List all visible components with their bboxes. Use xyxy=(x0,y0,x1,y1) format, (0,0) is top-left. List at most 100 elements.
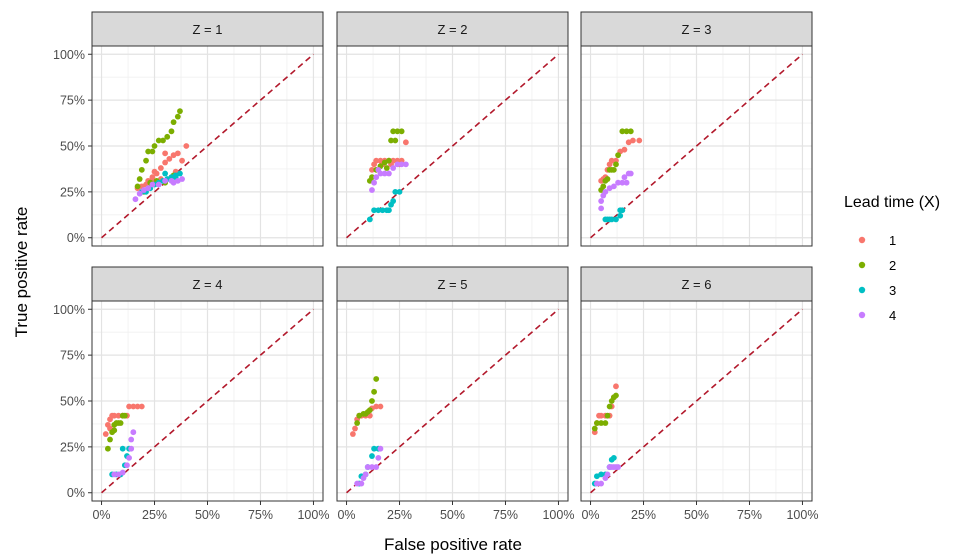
x-tick-label: 100% xyxy=(786,508,818,522)
facet-strip-label: Z = 1 xyxy=(193,22,223,37)
data-point-lead-4 xyxy=(145,185,152,192)
data-point-lead-2 xyxy=(623,128,630,135)
data-point-lead-2 xyxy=(117,420,124,426)
data-point-lead-2 xyxy=(613,161,619,168)
facet-strip xyxy=(580,266,813,302)
data-point-lead-2 xyxy=(593,420,600,426)
data-point-lead-4 xyxy=(373,174,380,181)
data-point-lead-4 xyxy=(358,480,365,487)
facet-panel: Z = 4 0% 25% 50% 75% 100% 0% 25% 50% 75% 100% xyxy=(53,266,329,522)
data-point-lead-3 xyxy=(392,188,399,195)
data-point-lead-1 xyxy=(377,403,384,410)
data-point-lead-2 xyxy=(111,427,118,434)
x-tick-label: 50% xyxy=(440,508,465,522)
facet-panel: Z = 6 0% 25% 50% 75% 100% xyxy=(580,266,818,522)
data-point-lead-2 xyxy=(369,398,375,404)
data-point-lead-4 xyxy=(124,462,130,469)
data-point-lead-4 xyxy=(130,429,137,436)
data-point-lead-1 xyxy=(630,137,636,144)
data-point-lead-1 xyxy=(157,165,164,171)
data-point-lead-2 xyxy=(107,436,113,443)
data-point-lead-4 xyxy=(390,165,397,171)
data-point-lead-2 xyxy=(170,119,177,126)
data-point-lead-2 xyxy=(388,137,394,144)
data-point-lead-2 xyxy=(619,128,626,135)
data-point-lead-1 xyxy=(373,157,380,164)
x-tick-label: 25% xyxy=(142,508,167,522)
data-point-lead-2 xyxy=(177,108,183,115)
data-point-lead-2 xyxy=(174,113,181,120)
data-point-lead-4 xyxy=(615,179,621,186)
data-point-lead-2 xyxy=(134,183,141,190)
data-point-lead-3 xyxy=(371,445,377,452)
y-tick-label: 50% xyxy=(60,395,85,409)
data-point-lead-1 xyxy=(349,431,356,437)
data-point-lead-3 xyxy=(375,207,382,214)
data-point-lead-4 xyxy=(371,179,377,186)
data-point-lead-3 xyxy=(619,207,626,214)
data-point-lead-2 xyxy=(591,425,598,432)
data-point-lead-1 xyxy=(130,403,137,410)
data-point-lead-1 xyxy=(613,383,619,390)
data-point-lead-1 xyxy=(102,431,109,437)
diagonal-reference-line xyxy=(346,308,559,494)
legend-key-4 xyxy=(858,311,866,319)
data-point-lead-2 xyxy=(164,133,171,140)
data-point-lead-1 xyxy=(162,150,169,157)
data-point-lead-3 xyxy=(371,207,377,214)
legend: Lead time (X) 1 2 3 4 xyxy=(844,194,940,323)
data-point-lead-1 xyxy=(402,139,409,146)
data-point-lead-2 xyxy=(168,128,175,135)
y-tick-label: 75% xyxy=(60,94,85,108)
data-point-lead-3 xyxy=(119,445,126,452)
facet-panel: Z = 5 0% 25% 50% 75% 100% xyxy=(336,266,574,522)
data-point-lead-3 xyxy=(369,453,375,459)
data-point-lead-1 xyxy=(369,166,375,173)
facet-strip-label: Z = 5 xyxy=(438,277,468,292)
x-tick-label: 50% xyxy=(684,508,709,522)
data-point-lead-3 xyxy=(613,216,619,223)
data-point-lead-4 xyxy=(381,170,388,177)
data-point-lead-4 xyxy=(170,179,177,186)
data-point-lead-2 xyxy=(394,128,401,135)
data-point-lead-2 xyxy=(390,128,397,135)
facet-strip xyxy=(91,11,324,47)
data-point-lead-2 xyxy=(386,157,392,164)
legend-label: 3 xyxy=(889,283,896,298)
data-point-lead-2 xyxy=(598,420,605,426)
data-point-lead-1 xyxy=(115,412,122,419)
data-point-lead-1 xyxy=(179,157,185,164)
facet-strip-label: Z = 6 xyxy=(682,277,712,292)
data-point-lead-2 xyxy=(104,445,111,452)
diagonal-reference-line xyxy=(590,308,803,494)
data-point-lead-2 xyxy=(151,143,158,149)
y-tick-label: 100% xyxy=(53,48,85,62)
x-tick-label: 100% xyxy=(297,508,329,522)
diagonal-reference-line xyxy=(346,53,559,239)
x-tick-label: 75% xyxy=(737,508,762,522)
data-point-lead-1 xyxy=(134,403,141,410)
data-point-lead-1 xyxy=(162,159,169,166)
data-point-lead-2 xyxy=(627,128,634,135)
data-point-lead-2 xyxy=(604,412,611,419)
x-tick-label: 50% xyxy=(195,508,220,522)
data-point-lead-2 xyxy=(383,165,390,171)
legend-key-3 xyxy=(858,286,866,294)
x-tick-label: 25% xyxy=(631,508,656,522)
data-point-lead-2 xyxy=(138,166,145,173)
data-point-lead-2 xyxy=(613,392,619,399)
data-point-lead-4 xyxy=(369,187,375,193)
data-point-lead-4 xyxy=(593,480,600,487)
data-point-lead-2 xyxy=(398,128,405,135)
data-point-lead-4 xyxy=(155,181,162,188)
data-point-lead-4 xyxy=(373,464,380,470)
data-point-lead-4 xyxy=(375,166,382,173)
data-point-lead-1 xyxy=(174,150,181,157)
facet-strip-label: Z = 2 xyxy=(438,22,468,37)
data-point-lead-2 xyxy=(371,388,377,395)
data-point-lead-4 xyxy=(354,480,361,487)
y-tick-label: 25% xyxy=(60,440,85,454)
data-point-lead-4 xyxy=(364,464,371,470)
data-point-lead-2 xyxy=(602,177,609,184)
data-point-lead-1 xyxy=(126,403,132,410)
